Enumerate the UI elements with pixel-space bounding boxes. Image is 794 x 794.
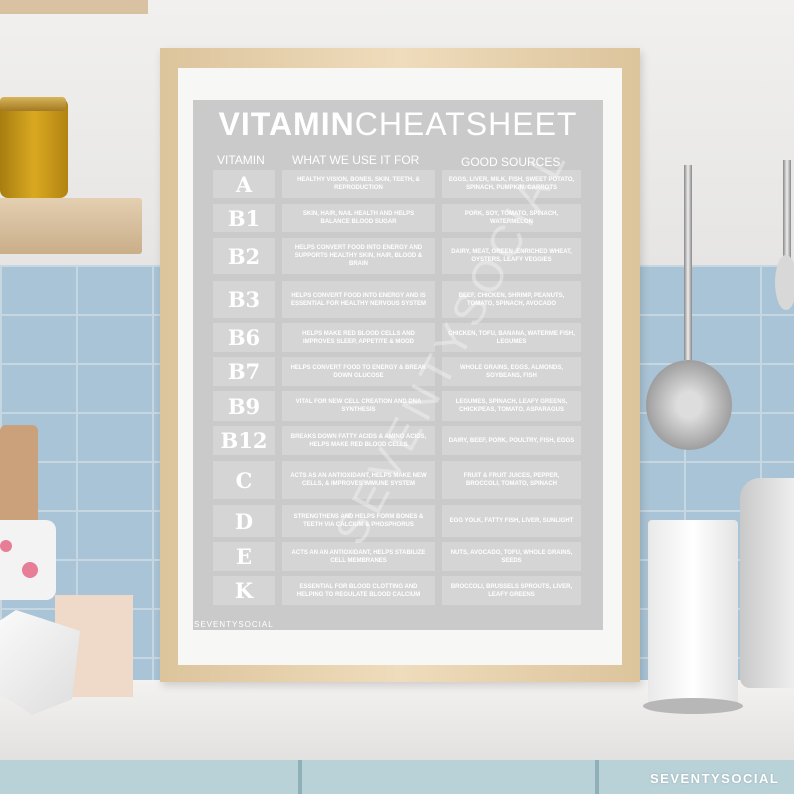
vitamin-cell: B7 [213, 357, 275, 386]
title-bold: VITAMIN [218, 106, 355, 142]
toaster [740, 478, 794, 688]
use-cell: Healthy vision, bones, skin, teeth, & re… [282, 170, 435, 198]
utensil-handle [783, 160, 791, 280]
title-light: CHEATSHEET [354, 106, 578, 142]
vitamin-cell: C [213, 461, 275, 499]
use-cell: Breaks down fatty acids & amino acids, h… [282, 426, 435, 455]
vitamin-cell: B6 [213, 323, 275, 352]
poster-title: VITAMINCHEATSHEET [193, 106, 603, 143]
header-vitamin: VITAMIN [217, 153, 265, 167]
poster-brand: SEVENTYSOCIAL [194, 620, 274, 629]
sources-cell: Fruit & fruit juices, pepper, broccoli, … [442, 461, 581, 499]
cup [0, 520, 56, 600]
flower [22, 562, 38, 578]
vitamin-cell: E [213, 542, 275, 571]
cabinet-gap [595, 760, 599, 794]
sources-cell: Beef, chicken, shrimp, peanuts, tomato, … [442, 281, 581, 318]
skimmer-utensil [646, 360, 732, 450]
sources-cell: Chicken, tofu, banana, waterme fish, leg… [442, 323, 581, 352]
paper-towel-roll [648, 520, 738, 706]
skimmer-handle [684, 165, 692, 360]
vitamin-cell: D [213, 505, 275, 537]
sources-cell: Nuts, avocado, tofu, whole grains, seeds [442, 542, 581, 571]
vitamin-cell: B1 [213, 204, 275, 232]
vitamin-cell: K [213, 576, 275, 605]
vitamin-cell: B3 [213, 281, 275, 318]
vitamin-cell: A [213, 170, 275, 198]
use-cell: Helps make red blood cells and improves … [282, 323, 435, 352]
use-cell: Acts an an antioxidant, helps stabilize … [282, 542, 435, 571]
sources-cell: Eggs, liver, milk, fish, sweet potato, s… [442, 170, 581, 198]
upper-shelf [0, 0, 148, 14]
paper-towel-holder-base [643, 698, 743, 714]
sources-cell: Pork, soy, tomato, spinach, watermelon [442, 204, 581, 232]
vitamin-cell: B2 [213, 238, 275, 274]
sources-cell: Dairy, meat, green ,enriched wheat, oyst… [442, 238, 581, 274]
use-cell: Helps convert food into energy and is es… [282, 281, 435, 318]
use-cell: Helps convert food to energy & break dow… [282, 357, 435, 386]
spoon-utensil [775, 255, 794, 310]
sources-cell: Egg yolk, fatty fish, liver, sunlight [442, 505, 581, 537]
corner-brand: SEVENTYSOCIAL [650, 771, 780, 786]
sources-cell: Legumes, spinach, leafy greens, chickpea… [442, 391, 581, 421]
marble-vase [0, 610, 80, 715]
cabinet [0, 760, 794, 794]
sources-cell: Whole grains, eggs, almonds, soybeans, f… [442, 357, 581, 386]
cabinet-gap [298, 760, 302, 794]
honey-jar [0, 98, 68, 198]
use-cell: Acts as an antioxidant, helps make new c… [282, 461, 435, 499]
use-cell: Skin, hair, nail health and helps balanc… [282, 204, 435, 232]
use-cell: Strengthens and helps form bones & teeth… [282, 505, 435, 537]
use-cell: Essential for blood clotting and helping… [282, 576, 435, 605]
jar-lid [0, 97, 66, 111]
use-cell: Vital for new cell creation and DNA synt… [282, 391, 435, 421]
vitamin-cell: B9 [213, 391, 275, 421]
use-cell: Helps convert food into energy and suppo… [282, 238, 435, 274]
vitamin-cell: B12 [213, 426, 275, 455]
header-sources: GOOD SOURCES [461, 155, 561, 169]
wooden-shelf [0, 198, 142, 254]
sources-cell: Dairy, beef, pork, poultry, fish, eggs [442, 426, 581, 455]
header-use: WHAT WE USE IT FOR [292, 153, 420, 167]
flower [0, 540, 12, 552]
sources-cell: Broccoli, brussels sprouts, liver, leafy… [442, 576, 581, 605]
